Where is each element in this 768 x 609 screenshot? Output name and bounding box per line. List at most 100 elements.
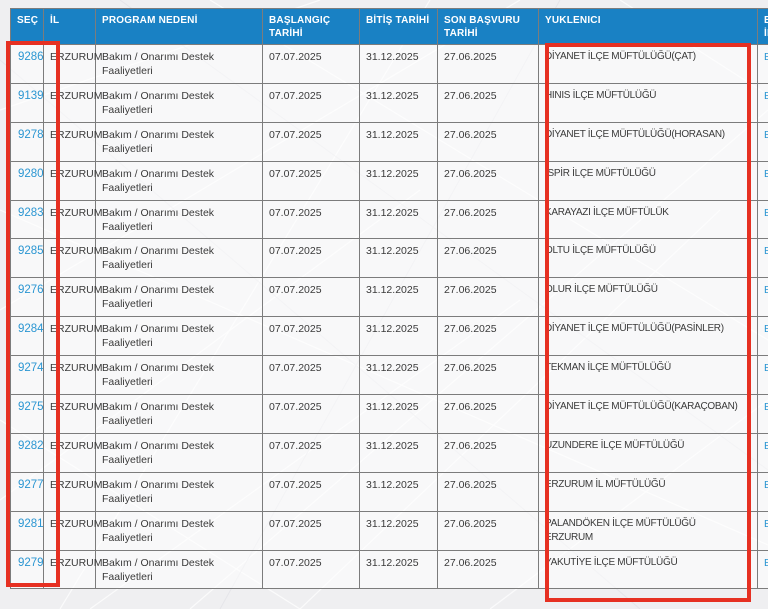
il-cell: ERZURUM [43, 394, 103, 434]
apply-cell: Ba [757, 238, 768, 279]
record-id-link[interactable]: 9285 [18, 245, 44, 258]
record-id-link[interactable]: 9139 [18, 89, 44, 102]
il-cell: ERZURUM [43, 82, 103, 123]
apply-link[interactable]: Ba [764, 362, 768, 375]
apply-cell: Ba [757, 199, 768, 240]
deadline-cell: 27.06.2025 [437, 121, 539, 162]
apply-cell: Ba [757, 316, 768, 357]
end-date-cell: 31.12.2025 [359, 238, 438, 279]
record-id-link[interactable]: 9279 [18, 556, 44, 569]
apply-link[interactable]: Ba [764, 517, 768, 530]
apply-link[interactable]: Ba [764, 323, 768, 336]
sec-cell: 9275 [10, 394, 44, 434]
table-row: 9285 ERZURUM Bakım / Onarımı Destek Faal… [10, 238, 768, 279]
deadline-cell: 27.06.2025 [437, 44, 539, 84]
start-date-cell: 07.07.2025 [262, 471, 360, 512]
column-header-basvuru: BA İL [757, 8, 768, 45]
program-cell: Bakım / Onarımı Destek Faaliyetleri [95, 82, 263, 123]
record-id-link[interactable]: 9277 [18, 478, 44, 491]
program-cell: Bakım / Onarımı Destek Faaliyetleri [95, 432, 263, 473]
apply-cell: Ba [757, 510, 768, 551]
apply-link[interactable]: Ba [764, 51, 768, 63]
il-cell: ERZURUM [43, 238, 103, 279]
record-id-link[interactable]: 9280 [18, 167, 44, 180]
end-date-cell: 31.12.2025 [359, 121, 438, 162]
column-header-il: İL [43, 8, 96, 45]
deadline-cell: 27.06.2025 [437, 277, 539, 318]
yuklenici-cell: ERZURUM İL MÜFTÜLÜĞÜ [538, 471, 758, 512]
end-date-cell: 31.12.2025 [359, 277, 438, 318]
record-id-link[interactable]: 9284 [18, 323, 44, 336]
apply-link[interactable]: Ba [764, 245, 768, 258]
deadline-cell: 27.06.2025 [437, 432, 539, 473]
table-row: 9279 ERZURUM Bakım / Onarımı Destek Faal… [10, 549, 768, 590]
apply-link[interactable]: Ba [764, 439, 768, 452]
record-id-link[interactable]: 9278 [18, 128, 44, 141]
record-id-link[interactable]: 9286 [18, 51, 44, 63]
deadline-cell: 27.06.2025 [437, 355, 539, 396]
deadline-cell: 27.06.2025 [437, 471, 539, 512]
il-cell: ERZURUM [43, 316, 103, 357]
apply-link[interactable]: Ba [764, 167, 768, 180]
table-row: 9282 ERZURUM Bakım / Onarımı Destek Faal… [10, 432, 768, 473]
table-row: 9281 ERZURUM Bakım / Onarımı Destek Faal… [10, 510, 768, 551]
table-row: 9277 ERZURUM Bakım / Onarımı Destek Faal… [10, 471, 768, 512]
sec-cell: 9285 [10, 238, 44, 279]
table-row: 9275 ERZURUM Bakım / Onarımı Destek Faal… [10, 394, 768, 434]
record-id-link[interactable]: 9276 [18, 284, 44, 297]
deadline-cell: 27.06.2025 [437, 199, 539, 240]
end-date-cell: 31.12.2025 [359, 549, 438, 590]
record-id-link[interactable]: 9283 [18, 206, 44, 219]
deadline-cell: 27.06.2025 [437, 549, 539, 590]
il-cell: ERZURUM [43, 277, 103, 318]
start-date-cell: 07.07.2025 [262, 277, 360, 318]
deadline-cell: 27.06.2025 [437, 238, 539, 279]
column-header-yuklenici: YUKLENICI [538, 8, 758, 45]
record-id-link[interactable]: 9281 [18, 517, 44, 530]
il-cell: ERZURUM [43, 355, 103, 396]
start-date-cell: 07.07.2025 [262, 316, 360, 357]
apply-link[interactable]: Ba [764, 401, 768, 414]
yuklenici-cell: KARAYAZI İLÇE MÜFTÜLÜK [538, 199, 758, 240]
table-row: 9286 ERZURUM Bakım / Onarımı Destek Faal… [10, 44, 768, 84]
yuklenici-cell: OLUR İLÇE MÜFTÜLÜĞÜ [538, 277, 758, 318]
apply-cell: Ba [757, 277, 768, 318]
start-date-cell: 07.07.2025 [262, 510, 360, 551]
end-date-cell: 31.12.2025 [359, 432, 438, 473]
apply-link[interactable]: Ba [764, 89, 768, 102]
apply-link[interactable]: Ba [764, 556, 768, 569]
record-id-link[interactable]: 9282 [18, 439, 44, 452]
program-cell: Bakım / Onarımı Destek Faaliyetleri [95, 160, 263, 201]
deadline-cell: 27.06.2025 [437, 394, 539, 434]
sec-cell: 9276 [10, 277, 44, 318]
yuklenici-cell: PALANDÖKEN İLÇE MÜFTÜLÜĞÜ ERZURUM [538, 510, 758, 551]
apply-link[interactable]: Ba [764, 284, 768, 297]
yuklenici-cell: YAKUTİYE İLÇE MÜFTÜLÜĞÜ [538, 549, 758, 590]
sec-cell: 9280 [10, 160, 44, 201]
start-date-cell: 07.07.2025 [262, 394, 360, 434]
apply-link[interactable]: Ba [764, 478, 768, 491]
record-id-link[interactable]: 9275 [18, 401, 44, 414]
start-date-cell: 07.07.2025 [262, 238, 360, 279]
table-header: SEÇ İL PROGRAM NEDENİ BAŞLANGIÇ TARİHİ B… [10, 8, 768, 45]
apply-cell: Ba [757, 44, 768, 84]
program-cell: Bakım / Onarımı Destek Faaliyetleri [95, 44, 263, 84]
yuklenici-cell: DİYANET İLÇE MÜFTÜLÜĞÜ(PASİNLER) [538, 316, 758, 357]
apply-link[interactable]: Ba [764, 128, 768, 141]
apply-link[interactable]: Ba [764, 206, 768, 219]
record-id-link[interactable]: 9274 [18, 362, 44, 375]
end-date-cell: 31.12.2025 [359, 199, 438, 240]
apply-cell: Ba [757, 121, 768, 162]
il-cell: ERZURUM [43, 121, 103, 162]
start-date-cell: 07.07.2025 [262, 44, 360, 84]
yuklenici-cell: OLTU İLÇE MÜFTÜLÜĞÜ [538, 238, 758, 279]
start-date-cell: 07.07.2025 [262, 549, 360, 590]
end-date-cell: 31.12.2025 [359, 44, 438, 84]
sec-cell: 9282 [10, 432, 44, 473]
end-date-cell: 31.12.2025 [359, 355, 438, 396]
il-cell: ERZURUM [43, 510, 103, 551]
column-header-program-nedeni: PROGRAM NEDENİ [95, 8, 263, 45]
table-row: 9139 ERZURUM Bakım / Onarımı Destek Faal… [10, 82, 768, 123]
il-cell: ERZURUM [43, 432, 103, 473]
il-cell: ERZURUM [43, 44, 103, 84]
